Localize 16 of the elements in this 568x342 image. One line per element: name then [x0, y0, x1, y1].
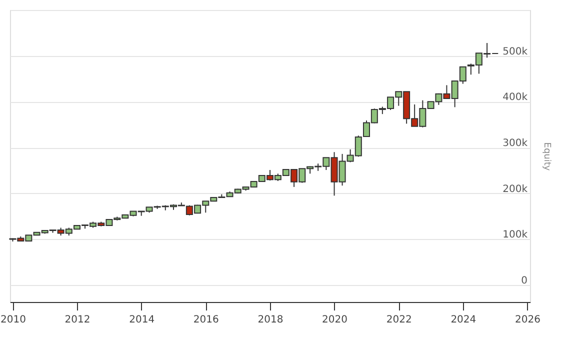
y-tick-label: 300k [502, 138, 528, 150]
x-tick-label: 2026 [515, 314, 540, 326]
x-tick-label: 2024 [450, 314, 476, 326]
x-tick-label: 2018 [258, 314, 284, 326]
x-tick-label: 2012 [64, 314, 90, 326]
y-axis-title: Equity [542, 142, 552, 172]
y-tick-label: 100k [502, 230, 528, 241]
y-tick-label: 500k [502, 46, 528, 58]
x-tick-label: 2014 [129, 314, 155, 326]
y-tick-label: 0 [521, 276, 528, 287]
x-tick-label: 2010 [0, 314, 26, 326]
x-tick-label: 2022 [386, 314, 412, 326]
y-tick-label: 400k [502, 92, 528, 104]
x-tick-label: 2016 [193, 314, 219, 326]
x-tick-label: 2020 [322, 314, 348, 326]
y-tick-label: 200k [502, 184, 528, 195]
